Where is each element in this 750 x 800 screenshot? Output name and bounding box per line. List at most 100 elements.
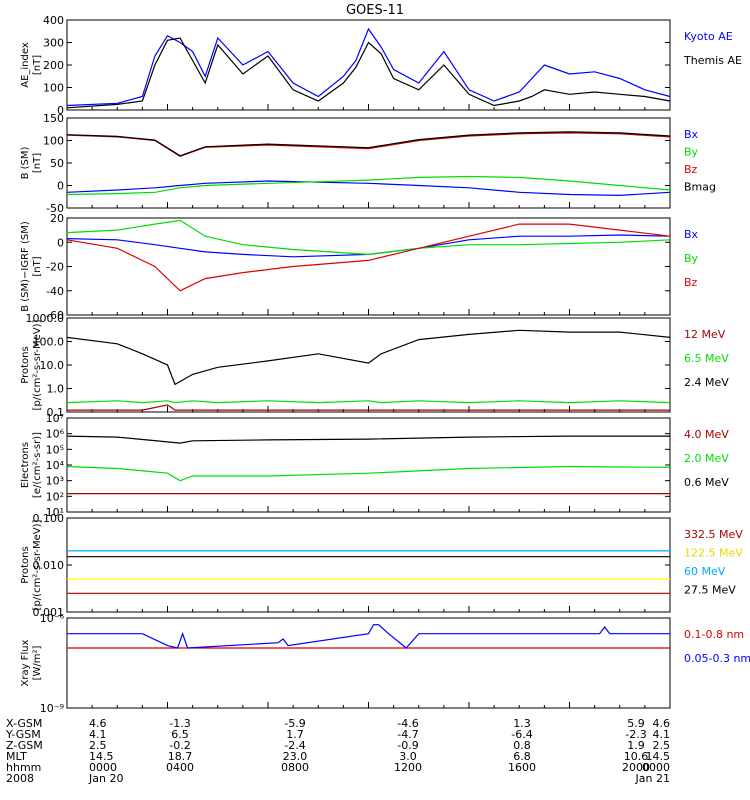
y-tick-label: -50 [46, 202, 64, 215]
x-row-label: MLT [6, 750, 27, 763]
x-row-value: 4.6 [653, 717, 671, 730]
legend-entry: 0.1-0.8 nm [684, 628, 744, 641]
x-row-value: -4.7 [397, 728, 418, 741]
x-row-value: -1.3 [169, 717, 190, 730]
y-axis-label: AE_index [20, 42, 31, 88]
y-tick-label: 20 [50, 212, 64, 225]
x-row-value: 4.1 [653, 728, 671, 741]
y-axis-label: Electrons [20, 442, 31, 488]
legend-entry: Kyoto AE [684, 30, 733, 43]
panel-protons: 1000.0 100.0 10.0 1.0 0.1 Protons [p/(cm²-s-sr… [20, 312, 729, 419]
x-row-label: hhmm [6, 761, 41, 774]
y-tick-label: -40 [46, 285, 64, 298]
y-tick-label: 10⁻⁶ [40, 612, 65, 625]
series-line-themis-ae [66, 37, 671, 109]
y-tick-label: 150 [43, 112, 64, 125]
series-line-bz [66, 223, 671, 292]
y-tick-label: 1.0 [47, 383, 65, 396]
y-axis-label: B (SM)−IGRF (SM) [20, 221, 31, 312]
legend-entry: 2.0 MeV [684, 452, 729, 465]
legend-entry: 2.4 MeV [684, 376, 729, 389]
legend-entry: Themis AE [683, 54, 742, 67]
y-tick-label: 0 [57, 180, 64, 193]
y-tick-label: 10⁴ [46, 459, 65, 472]
x-row-value: -0.9 [397, 739, 418, 752]
y-tick-label: 0.1 [47, 406, 65, 419]
x-row-label: X-GSM [6, 717, 42, 730]
legend-entry: 332.5 MeV [684, 528, 743, 541]
y-tick-label: 0 [57, 236, 64, 249]
y-tick-label: 10¹ [46, 506, 64, 519]
legend-entry: By [684, 252, 699, 265]
x-row-value: 6.8 [513, 750, 531, 763]
legend-entry: By [684, 146, 699, 159]
y-tick-label: 0.001 [33, 606, 65, 619]
legend-entry: Bmag [684, 181, 716, 194]
y-tick-label: 100 [43, 82, 64, 95]
legend-entry: 6.5 MeV [684, 352, 729, 365]
x-row-value: -2.3 [625, 728, 646, 741]
x-row-value: 3.0 [399, 750, 417, 763]
x-row-value: 1200 [394, 761, 422, 774]
panel-b_igrf: 20 0 -20 -40 -60 B (SM)−IGRF (SM) [nT] Bx By Bz [20, 212, 699, 322]
x-row-value: 5.9 [627, 717, 645, 730]
legend-entry: Bz [684, 276, 698, 289]
x-row-value: Jan 20 [88, 772, 123, 785]
x-row-value: 0000 [642, 761, 670, 774]
x-row-value: 0400 [166, 761, 194, 774]
y-axis-label: Protons [20, 546, 31, 583]
y-axis-label: Xray Flux [20, 639, 31, 686]
legend-entry: Bx [684, 128, 699, 141]
series-line-by [66, 175, 671, 196]
x-row-value: Jan 21 [635, 772, 670, 785]
x-row-value: 2.5 [89, 739, 107, 752]
y-tick-label: 300 [43, 37, 64, 50]
y-axis-label: B (SM) [20, 146, 31, 179]
x-row-value: 4.1 [89, 728, 107, 741]
panel-frame [66, 217, 671, 316]
y-tick-label: 10⁷ [46, 412, 64, 425]
x-row-value: 2000 [622, 761, 650, 774]
series-line-bx [66, 234, 671, 258]
chart-title: GOES-11 [346, 3, 404, 18]
x-row-value: -4.6 [397, 717, 418, 730]
panel-frame [66, 417, 671, 513]
x-row-value: 10.6 [624, 750, 649, 763]
y-axis-label: [nT] [32, 256, 43, 276]
legend-entry: 12 MeV [684, 328, 726, 341]
y-tick-label: 10³ [46, 475, 64, 488]
x-row-label: Y-GSM [5, 728, 41, 741]
y-tick-label: 10⁻⁹ [40, 702, 64, 715]
series-line-kyoto-ae [66, 27, 671, 107]
y-axis-label: [W/m²] [32, 645, 43, 680]
panel-xray: 10⁻⁶ 10⁻⁹ Xray Flux [W/m²] 0.1-0.8 nm 0.05-0.… [20, 612, 750, 715]
y-tick-label: 400 [43, 14, 64, 27]
series-line-2-4-mev [66, 329, 671, 386]
x-row-value: 1.3 [513, 717, 531, 730]
y-tick-label: -60 [46, 309, 64, 322]
x-row-value: 1.9 [627, 739, 645, 752]
legend-entry: 0.05-0.3 nm [684, 652, 750, 665]
y-axis-label: [p/(cm²-s-sr-MeV)] [32, 519, 43, 610]
panel-ae: 400 300 200 100 0 AE_index [nT] Kyoto AE Themis … [20, 14, 742, 117]
y-tick-label: -20 [46, 261, 64, 274]
y-tick-label: 200 [43, 59, 64, 72]
y-axis-label: Protons [20, 346, 31, 383]
series-line-bmag [66, 131, 671, 157]
y-axis-label: [p/(cm²-s-sr-MeV)] [32, 319, 43, 410]
panel-frame [66, 19, 671, 111]
y-tick-label: 0.010 [33, 559, 65, 572]
x-row-label: Z-GSM [6, 739, 43, 752]
legend-entry: 60 MeV [684, 565, 726, 578]
series-line-0-05-0-3-nm [67, 624, 670, 649]
series-line-bx [66, 180, 671, 197]
x-row-value: 0800 [281, 761, 309, 774]
x-row-value: 14.5 [646, 750, 671, 763]
x-axis-table: X-GSM 4.6 -1.3 -5.9 -4.6 1.3 5.9 4.6 Y-GSM 4.1 6.5… [5, 717, 670, 785]
y-tick-label: 0.100 [33, 512, 65, 525]
legend-entry: Bx [684, 228, 699, 241]
y-tick-label: 10.0 [40, 359, 65, 372]
y-axis-label: [nT] [32, 55, 43, 75]
series-line-0-6-mev [66, 435, 670, 444]
